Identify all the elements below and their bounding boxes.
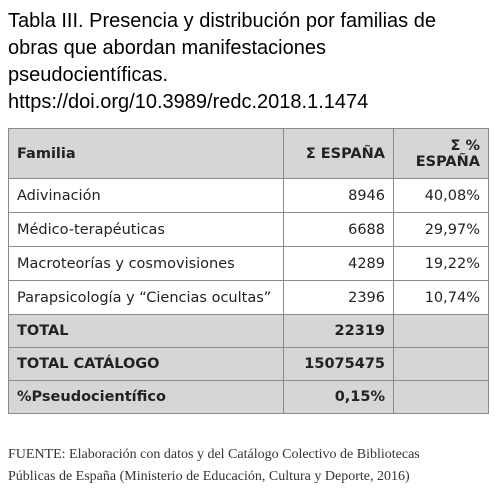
cell: 0,15% (283, 380, 394, 414)
title-line: Tabla III. Presencia y distribución por … (8, 10, 436, 32)
empty-cell (393, 347, 489, 381)
cell: 15075475 (283, 347, 394, 381)
cell: 2396 (283, 280, 394, 315)
cell: 8946 (283, 178, 394, 213)
cell: Adivinación (8, 178, 284, 213)
header-cell: Σ % ESPAÑA (393, 128, 489, 179)
header-row: Familia Σ ESPAÑA Σ % ESPAÑA (8, 128, 489, 179)
cell: %Pseudocientífico (8, 380, 284, 414)
cell: TOTAL (8, 314, 284, 348)
cell: 10,74% (393, 280, 489, 315)
row: Médico-terapéuticas 6688 29,97% (8, 212, 489, 247)
footer-line: Públicas de España (Ministerio de Educac… (8, 469, 410, 484)
cell: Médico-terapéuticas (8, 212, 284, 247)
row: Macroteorías y cosmovisiones 4289 19,22% (8, 246, 489, 281)
cell: 40,08% (393, 178, 489, 213)
empty-cell (393, 380, 489, 414)
cell: Macroteorías y cosmovisiones (8, 246, 284, 281)
footer: FUENTE: Elaboración con datos y del Catá… (8, 444, 420, 488)
footer-line: FUENTE: Elaboración con datos y del Catá… (8, 447, 420, 462)
cell: 19,22% (393, 246, 489, 281)
title-line: pseudocientíficas. (8, 64, 169, 86)
summary-row: TOTAL 22319 (8, 314, 489, 348)
row: Adivinación 8946 40,08% (8, 178, 489, 213)
row: Parapsicología y “Ciencias ocultas” 2396 1… (8, 280, 489, 315)
title-line: obras que abordan manifestaciones (8, 37, 326, 59)
header-cell: Familia (8, 128, 284, 179)
summary-row: %Pseudocientífico 0,15% (8, 380, 489, 414)
cell: 29,97% (393, 212, 489, 247)
cell: 22319 (283, 314, 394, 348)
cell: 4289 (283, 246, 394, 281)
empty-cell (393, 314, 489, 348)
cell: Parapsicología y “Ciencias ocultas” (8, 280, 284, 315)
title-line: https://doi.org/10.3989/redc.2018.1.1474 (8, 91, 369, 113)
cell: TOTAL CATÁLOGO (8, 347, 284, 381)
cell: 6688 (283, 212, 394, 247)
header-cell: Σ ESPAÑA (283, 128, 394, 179)
table: Familia Σ ESPAÑA Σ % ESPAÑA Adivinación 8946… (8, 128, 489, 414)
title: Tabla III. Presencia y distribución por … (8, 8, 436, 116)
summary-row: TOTAL CATÁLOGO 15075475 (8, 347, 489, 381)
